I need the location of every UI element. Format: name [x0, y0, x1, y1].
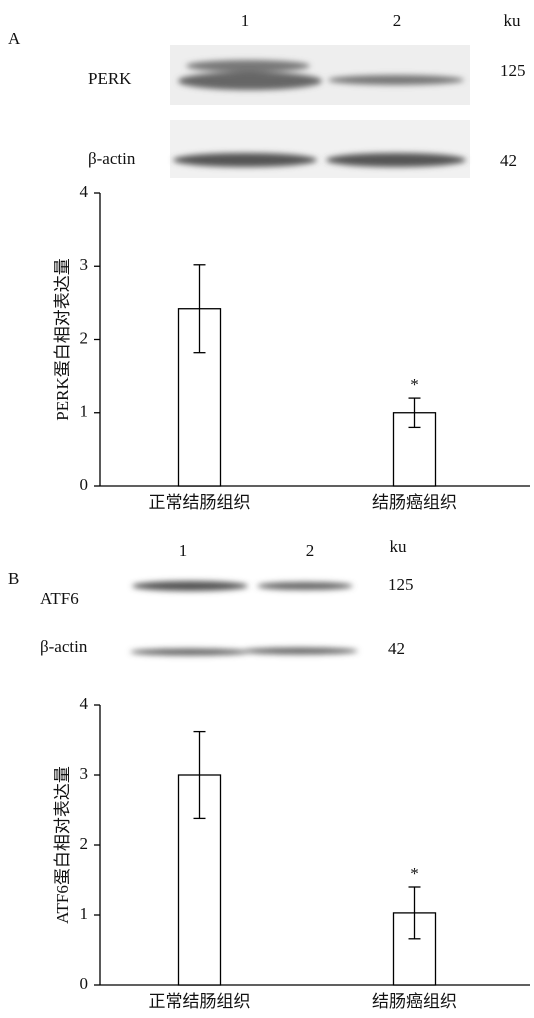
- y-tick-label: 1: [80, 904, 89, 923]
- y-tick-label: 3: [80, 255, 89, 274]
- lane-label: 2: [306, 541, 315, 560]
- band-size: 42: [388, 639, 405, 658]
- unit-label: ku: [390, 537, 408, 556]
- y-tick-label: 1: [80, 402, 89, 421]
- charts: 01234PERK蛋白相对表达量正常结肠组织结肠癌组织*01234ATF6蛋白相…: [53, 182, 530, 1011]
- x-tick-label: 结肠癌组织: [372, 992, 457, 1011]
- x-tick-label: 正常结肠组织: [149, 992, 251, 1011]
- band-name: β-actin: [40, 637, 88, 656]
- y-tick-label: 3: [80, 764, 89, 783]
- lane-label: 2: [393, 11, 402, 30]
- lane-label: 1: [179, 541, 188, 560]
- band-size: 125: [500, 61, 526, 80]
- y-tick-label: 2: [80, 328, 89, 347]
- panel-label: B: [8, 569, 19, 588]
- lane-label: 1: [241, 11, 250, 30]
- y-tick-label: 0: [80, 475, 89, 494]
- band-name: PERK: [88, 69, 132, 88]
- significance-label: *: [410, 375, 419, 394]
- x-tick-label: 正常结肠组织: [149, 493, 251, 512]
- unit-label: ku: [504, 11, 522, 30]
- y-tick-label: 2: [80, 834, 89, 853]
- y-tick-label: 4: [80, 182, 89, 201]
- y-axis-label: ATF6蛋白相对表达量: [53, 766, 72, 924]
- figure: A 1 2 ku PERK 125 β-actin 42 B 1 2 ku AT…: [0, 0, 534, 1018]
- blot-background: [170, 120, 470, 178]
- y-tick-label: 4: [80, 694, 89, 713]
- significance-label: *: [410, 864, 419, 883]
- x-tick-label: 结肠癌组织: [372, 493, 457, 512]
- y-tick-label: 0: [80, 974, 89, 993]
- panel-label: A: [8, 29, 21, 48]
- band-name: ATF6: [40, 589, 79, 608]
- band-size: 42: [500, 151, 517, 170]
- band-name: β-actin: [88, 149, 136, 168]
- blot-bands: [130, 581, 358, 656]
- band-size: 125: [388, 575, 414, 594]
- y-axis-label: PERK蛋白相对表达量: [53, 258, 72, 420]
